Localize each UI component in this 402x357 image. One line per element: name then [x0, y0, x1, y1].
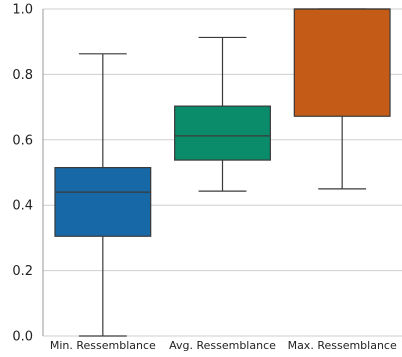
y-tick-label: 0.0	[12, 330, 33, 345]
x-category-label: Min. Ressemblance	[50, 339, 156, 352]
box-3	[293, 8, 391, 117]
box-2	[174, 105, 271, 161]
y-tick-label: 1.0	[12, 3, 33, 18]
label-layer: 0.0 0.2 0.4 0.6 0.8 1.0 Min. Ressemblance Avg. …	[12, 3, 397, 353]
y-tick-label: 0.4	[12, 199, 33, 214]
box-1	[54, 166, 152, 237]
x-category-label: Avg. Ressemblance	[169, 339, 276, 352]
x-category-label: Max. Ressemblance	[288, 339, 397, 352]
y-tick-label: 0.8	[12, 68, 33, 83]
y-tick-label: 0.2	[12, 264, 33, 279]
y-tick-label: 0.6	[12, 133, 33, 148]
box-layer	[54, 8, 391, 337]
